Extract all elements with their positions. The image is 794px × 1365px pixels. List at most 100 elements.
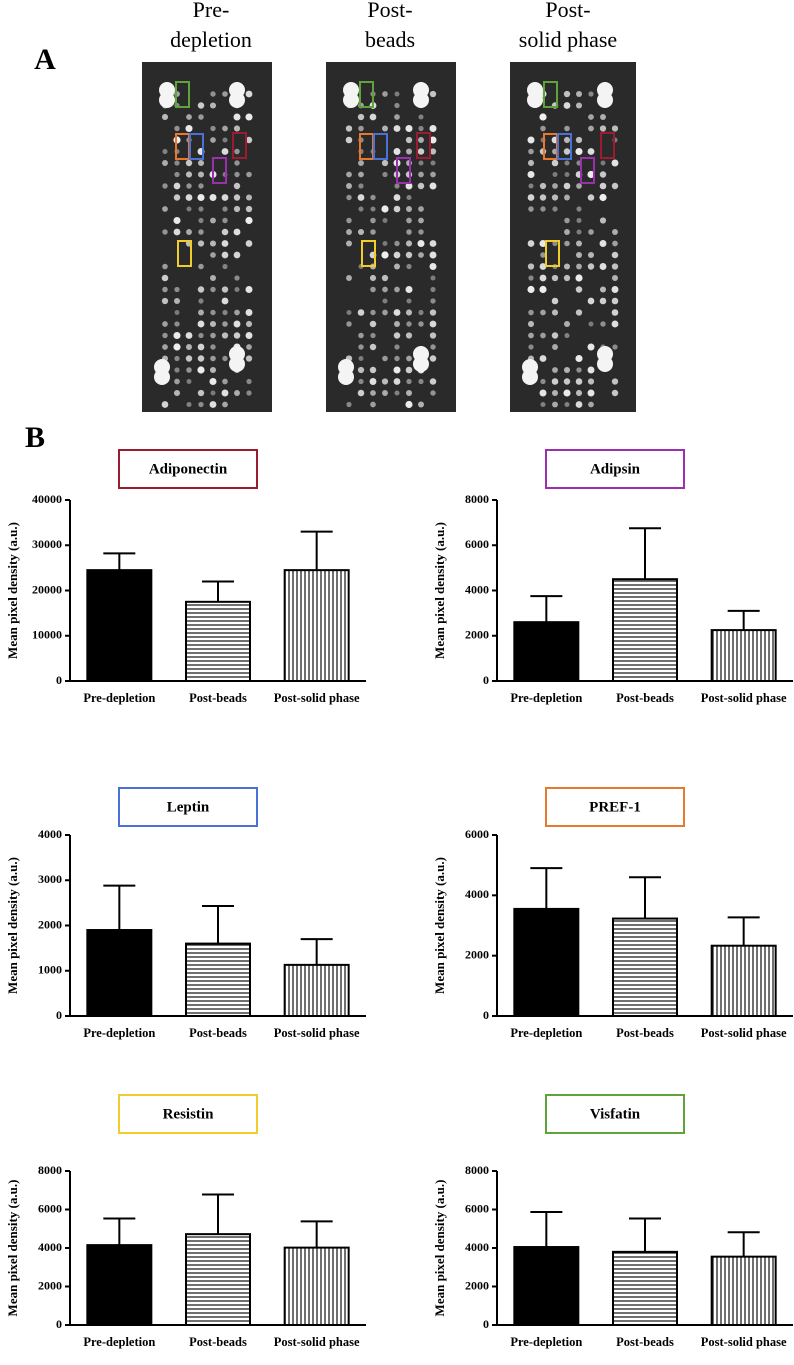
array-spot: [540, 332, 546, 339]
array-spot: [185, 171, 193, 178]
column-label: beads: [365, 27, 415, 52]
x-tick-label: Pre-depletion: [510, 691, 582, 705]
highlight-box: [175, 81, 190, 108]
array-spot: [162, 183, 168, 189]
array-spot: [186, 367, 192, 373]
array-spot: [394, 355, 400, 362]
reference-spot: [154, 369, 170, 385]
array-spot: [528, 309, 534, 316]
array-spot: [245, 90, 253, 98]
bar: [612, 917, 678, 1017]
array-spot: [599, 193, 607, 202]
chart-title-box: [545, 449, 685, 489]
array-spot: [382, 241, 388, 246]
y-tick-label: 1000: [38, 963, 62, 977]
array-spot: [245, 332, 253, 339]
array-spot: [563, 90, 571, 98]
array-spot: [197, 355, 205, 362]
array-spot: [186, 378, 192, 385]
array-spot: [394, 344, 400, 350]
array-spot: [528, 148, 534, 155]
array-spot: [358, 332, 364, 339]
y-tick-label: 0: [483, 673, 489, 687]
array-spot: [358, 355, 364, 362]
array-spot: [540, 378, 546, 385]
array-spot: [394, 183, 400, 189]
array-spot: [540, 206, 546, 212]
array-spot: [198, 332, 204, 339]
array-spot: [233, 182, 241, 190]
y-tick-label: 4000: [465, 887, 489, 901]
array-spot: [197, 102, 205, 109]
chart-title: Leptin: [167, 799, 210, 815]
array-spot: [346, 240, 352, 247]
array-spot: [245, 286, 253, 293]
array-spot: [357, 194, 365, 201]
array-spot: [393, 309, 401, 316]
array-spot: [210, 390, 216, 396]
array-spot: [552, 401, 558, 408]
array-spot: [527, 170, 535, 179]
array-spot: [528, 206, 534, 212]
array-spot: [527, 285, 535, 294]
array-spot: [186, 401, 192, 408]
bar: [513, 1246, 580, 1326]
array-spot: [186, 206, 192, 212]
y-tick-label: 10000: [32, 628, 62, 642]
reference-spot: [229, 92, 245, 108]
bar: [185, 942, 251, 1017]
array-spot: [382, 298, 388, 304]
array-spot: [174, 378, 180, 385]
array-spot: [209, 366, 217, 374]
array-spot: [406, 263, 412, 270]
array-spot: [186, 229, 192, 235]
array-spot: [429, 332, 437, 339]
y-tick-label: 3000: [38, 872, 62, 886]
array-spot: [551, 274, 559, 282]
array-spot: [575, 286, 583, 293]
array-spot: [234, 286, 240, 293]
array-spot: [162, 148, 168, 155]
array-spot: [611, 309, 619, 316]
x-tick-label: Pre-depletion: [83, 691, 155, 705]
array-spot: [599, 125, 607, 132]
array-spot: [429, 309, 437, 316]
array-spot: [209, 194, 217, 201]
array-spot: [588, 321, 594, 327]
array-spot: [429, 182, 437, 190]
array-spot: [575, 401, 583, 408]
array-spot: [382, 171, 388, 178]
array-spot: [611, 378, 619, 385]
array-spot: [576, 183, 582, 189]
array-spot: [587, 251, 595, 259]
x-tick-label: Post-solid phase: [274, 1335, 360, 1349]
column-label: depletion: [170, 27, 252, 52]
array-spot: [611, 182, 619, 190]
array-spot: [429, 355, 437, 362]
highlight-box: [580, 157, 595, 184]
array-spot: [246, 378, 252, 385]
array-spot: [564, 194, 570, 201]
array-spot: [528, 275, 534, 281]
y-tick-label: 8000: [465, 492, 489, 506]
array-spot: [233, 251, 241, 259]
array-spot: [393, 378, 401, 385]
array-spot: [173, 389, 181, 397]
bar: [185, 1233, 251, 1327]
array-spot: [357, 309, 365, 316]
array-spot: [405, 309, 413, 316]
array-spot: [234, 275, 240, 281]
array-spot: [539, 182, 547, 190]
array-spot: [393, 125, 401, 132]
array-spot: [418, 401, 424, 408]
array-spot: [564, 332, 570, 339]
array-spot: [611, 389, 619, 397]
array-spot: [210, 355, 216, 362]
array-spot: [611, 125, 619, 132]
array-spot: [575, 274, 583, 282]
array-spot: [406, 148, 412, 155]
array-spot: [394, 91, 400, 97]
array-spot: [222, 355, 228, 362]
array-spot: [587, 194, 595, 201]
array-spot: [346, 321, 352, 327]
